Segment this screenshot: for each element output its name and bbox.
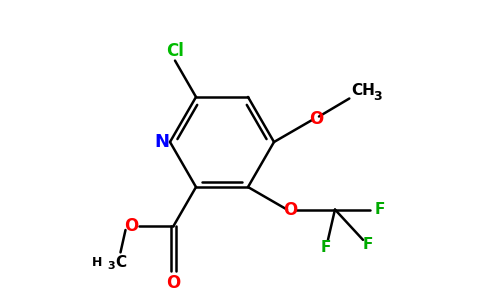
Text: O: O	[309, 110, 323, 128]
Text: H: H	[92, 256, 103, 269]
Text: N: N	[154, 133, 169, 151]
Text: F: F	[321, 240, 331, 255]
Text: 3: 3	[107, 261, 115, 272]
Text: O: O	[166, 274, 181, 292]
Text: O: O	[124, 217, 138, 235]
Text: 3: 3	[373, 90, 382, 103]
Text: C: C	[115, 255, 126, 270]
Text: CH: CH	[351, 83, 375, 98]
Text: F: F	[363, 237, 373, 252]
Text: O: O	[283, 200, 297, 218]
Text: Cl: Cl	[166, 42, 184, 60]
Text: F: F	[375, 202, 385, 217]
